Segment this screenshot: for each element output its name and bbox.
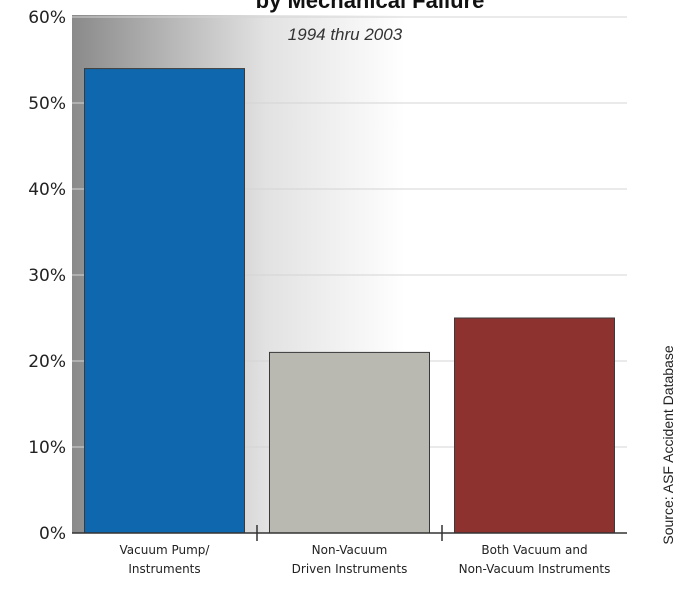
x-category-label: Both Vacuum and	[481, 543, 587, 557]
x-axis-ticks	[256, 525, 443, 541]
x-category-label: Non-Vacuum	[312, 543, 388, 557]
x-category-label: Instruments	[128, 562, 200, 576]
y-axis-tick-labels: 0% 10% 20% 30% 40% 50% 60%	[28, 8, 66, 544]
x-category-label: Driven Instruments	[292, 562, 408, 576]
y-tick-label: 0%	[39, 524, 66, 544]
bar	[269, 351, 430, 534]
chart-title: by Mechanical Failure	[256, 0, 485, 13]
y-tick-label: 20%	[28, 352, 66, 372]
bar	[84, 68, 245, 534]
x-axis-category-labels: Vacuum Pump/Instruments Non-Vacuum Driven …	[120, 543, 611, 576]
y-tick-label: 30%	[28, 266, 66, 286]
bars	[84, 68, 615, 534]
y-tick-label: 50%	[28, 94, 66, 114]
source-note: Source: ASF Accident Database	[660, 345, 676, 544]
bar	[454, 317, 615, 534]
x-category-label: Vacuum Pump/	[120, 543, 211, 557]
y-tick-label: 40%	[28, 180, 66, 200]
x-category-label: Non-Vacuum Instruments	[459, 562, 611, 576]
y-tick-label: 60%	[28, 8, 66, 28]
y-tick-label: 10%	[28, 438, 66, 458]
chart-subtitle: 1994 thru 2003	[288, 25, 403, 44]
